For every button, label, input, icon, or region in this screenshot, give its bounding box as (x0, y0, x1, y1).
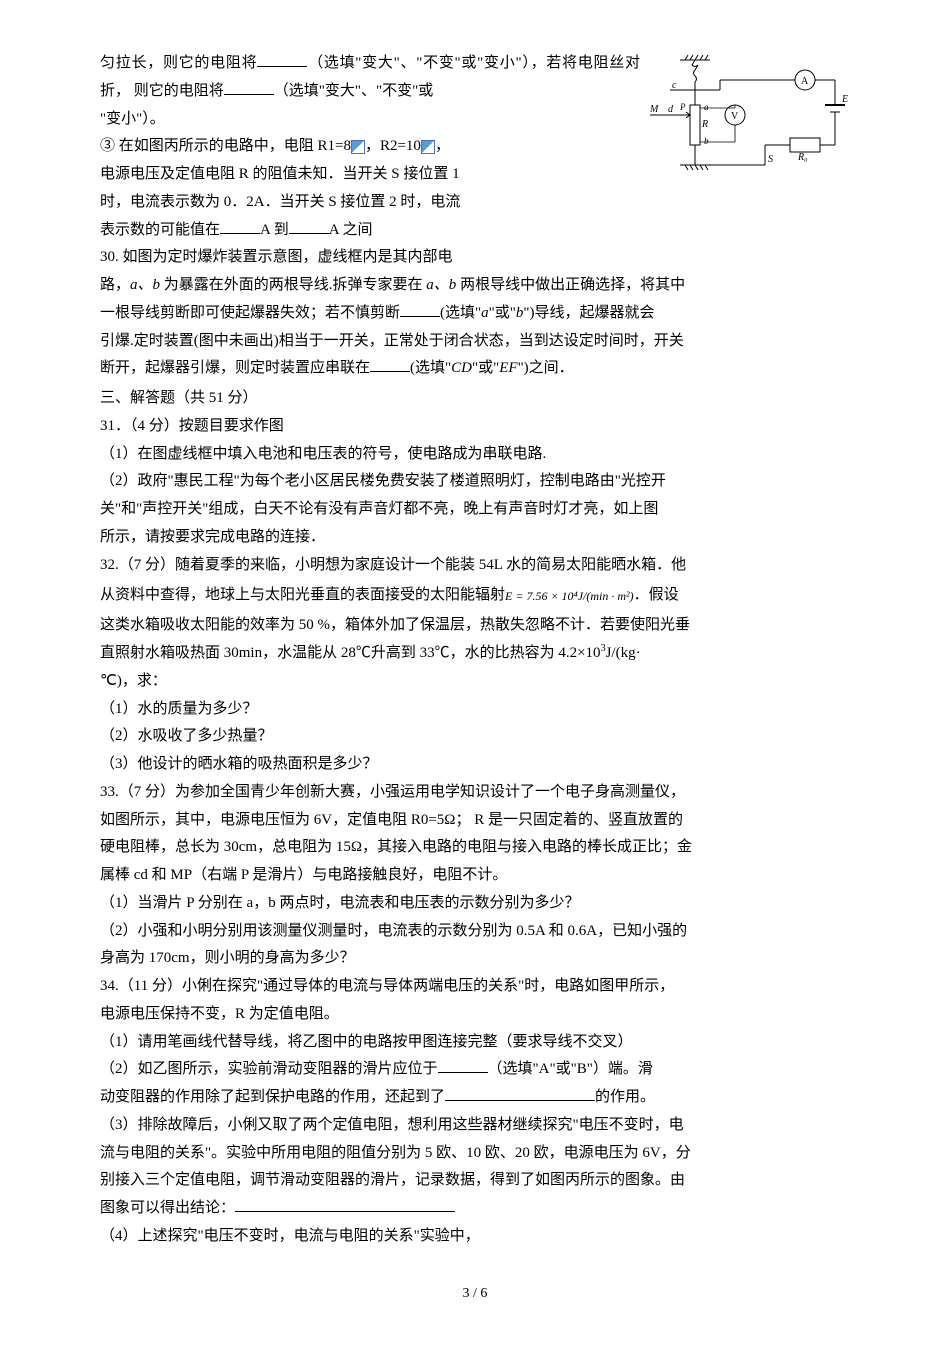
text: 路， (100, 277, 130, 293)
text: "或" (489, 305, 516, 321)
q32-line3: 这类水箱吸收太阳能的效率为 50 %，箱体外加了保温层，热散失忽略不计．若要使阳… (100, 612, 850, 640)
text-italic: CD (451, 360, 472, 376)
svg-text:M: M (650, 104, 659, 115)
text: 从资料中查得，地球上与太阳光垂直的表面接受的太阳能辐射 (100, 587, 505, 603)
text: 的作用。 (595, 1089, 655, 1105)
text: 动变阻器的作用除了起到保护电路的作用，还起到了 (100, 1089, 445, 1105)
text: (选填" (440, 305, 481, 321)
q32-p3: （3）他设计的晒水箱的吸热面积是多少？ (100, 751, 850, 779)
q34-p2: （2）如乙图所示，实验前滑动变阻器的滑片应位于 （选填"A"或"B"）端。滑 动变… (100, 1056, 850, 1112)
text: 为暴露在外面的两根导线.拆弹专家要在 (164, 277, 423, 293)
text: 表示数的可能值在 (100, 222, 220, 238)
text: "变小"）。 (100, 111, 165, 127)
text: 匀拉长，则它的电阻将 (100, 55, 257, 71)
q34-header: 34.（11 分）小俐在探究"通过导体的电流与导体两端电压的关系"时，电路如图甲… (100, 973, 850, 1001)
blank (220, 219, 260, 234)
page-number: 3 / 6 (100, 1281, 850, 1307)
text: ，R2=10 (365, 138, 421, 154)
text: 则它的电阻将 (134, 83, 224, 99)
blank (235, 1197, 455, 1212)
text-italic: a (481, 305, 489, 321)
q31-header: 31．（4 分）按题目要求作图 (100, 413, 850, 441)
text: A 之间 (329, 222, 373, 238)
text: 时，电流表示数为 0．2A．当开关 S 接位置 2 时，电流 (100, 194, 460, 210)
text: ．假设 (634, 587, 679, 603)
blank (400, 302, 440, 317)
svg-text:P: P (679, 102, 686, 112)
q32-line2: 从资料中查得，地球上与太阳光垂直的表面接受的太阳能辐射E = 7.56 × 10… (100, 579, 850, 612)
placeholder-icon (421, 140, 435, 154)
blank (257, 52, 307, 67)
q33-line2: 如图所示，其中，电源电压恒为 6V，定值电阻 R0=5Ω； R 是一只固定着的、… (100, 807, 850, 835)
text: （选填"A"或"B"）端。滑 (488, 1061, 653, 1077)
text: 两根导线中做出正确选择，将其中 (460, 277, 685, 293)
svg-text:d: d (668, 104, 674, 115)
svg-text:A: A (801, 76, 809, 87)
text: （2）小强和小明分别用该测量仪测量时，电流表的示数分别为 0.5A 和 0.6A… (100, 923, 687, 939)
placeholder-icon (351, 140, 365, 154)
text: 关"和"声控开关"组成，白天不论有没有声音灯都不亮，晚上有声音时灯才亮，如上图 (100, 501, 658, 517)
text: ③ 在如图丙所示的电路中，电阻 R1=8 (100, 138, 351, 154)
text: 身高为 170cm，则小明的身高为多少？ (100, 950, 355, 966)
text: J/(kg· (606, 645, 641, 661)
text: ")之间． (518, 360, 574, 376)
text: 图象可以得出结论： (100, 1200, 235, 1216)
q34-p3: （3）排除故障后，小俐又取了两个定值电阻，想利用这些器材继续探究"电压不变时，电… (100, 1112, 850, 1223)
text: （2）如乙图所示，实验前滑动变阻器的滑片应位于 (100, 1061, 438, 1077)
blank (438, 1058, 488, 1073)
q32-p2: （2）水吸收了多少热量？ (100, 723, 850, 751)
svg-text:c: c (672, 80, 677, 91)
text-italic: EF (499, 360, 517, 376)
svg-text:E: E (841, 94, 848, 105)
text: 电源电压及定值电阻 R 的阻值未知．当开关 S 接位置 1 (100, 166, 460, 182)
circuit-diagram: c A E R₀ S a b R M (650, 50, 850, 201)
svg-text:S: S (768, 154, 773, 165)
blank (445, 1086, 595, 1101)
q32-line4: 直照射水箱吸热面 30min，水温能从 28℃升高到 33℃，水的比热容为 4.… (100, 640, 850, 696)
text-italic: a、b (426, 277, 456, 293)
text: （2）政府"惠民工程"为每个老小区居民楼免费安装了楼道照明灯，控制电路由"光控开 (100, 473, 666, 489)
blank (370, 357, 410, 372)
q33-p2: （2）小强和小明分别用该测量仪测量时，电流表的示数分别为 0.5A 和 0.6A… (100, 918, 850, 974)
text: A 到 (260, 222, 289, 238)
blank (224, 80, 274, 95)
text: 30. 如图为定时爆炸装置示意图，虚线框内是其内部电 (100, 249, 453, 265)
text: （选填"变大"、"不变"或 (274, 83, 434, 99)
text: 一根导线剪断即可使起爆器失效；若不慎剪断 (100, 305, 400, 321)
section-3-title: 三、解答题（共 51 分） (100, 385, 850, 413)
q32-header: 32.（7 分）随着夏季的来临，小明想为家庭设计一个能装 54L 水的简易太阳能… (100, 552, 850, 580)
q31-p1: （1）在图虚线框中填入电池和电压表的符号，使电路成为串联电路. (100, 441, 850, 469)
formula: E = 7.56 × 10⁴J/(min · m²) (505, 583, 634, 609)
blank (289, 219, 329, 234)
q32-p1: （1）水的质量为多少？ (100, 696, 850, 724)
text: "或" (472, 360, 499, 376)
text: 所示，请按要求完成电路的连接． (100, 529, 325, 545)
svg-text:b: b (704, 136, 709, 146)
text: 断开，起爆器引爆，则定时装置应串联在 (100, 360, 370, 376)
svg-text:V: V (731, 111, 739, 122)
document-content: c A E R₀ S a b R M (100, 50, 850, 1306)
text: 引爆.定时装置(图中未画出)相当于一开关，正常处于闭合状态，当到达设定时间时，开… (100, 333, 684, 349)
text: ， (435, 138, 450, 154)
text: （3）排除故障后，小俐又取了两个定值电阻，想利用这些器材继续探究"电压不变时，电 (100, 1117, 684, 1133)
q30: 30. 如图为定时爆炸装置示意图，虚线框内是其内部电 路，a、b 为暴露在外面的… (100, 244, 850, 383)
text: 别接入三个定值电阻，调节滑动变阻器的滑片，记录数据，得到了如图丙所示的图象。由 (100, 1172, 685, 1188)
text: 直照射水箱吸热面 30min，水温能从 28℃升高到 33℃，水的比热容为 4.… (100, 645, 601, 661)
q33-line3: 硬电阻棒，总长为 30cm，总电阻为 15Ω，其接入电路的电阻与接入电路的棒长成… (100, 834, 850, 862)
svg-text:R: R (701, 119, 708, 130)
q31-p2: （2）政府"惠民工程"为每个老小区居民楼免费安装了楼道照明灯，控制电路由"光控开… (100, 468, 850, 551)
svg-text:a: a (704, 102, 709, 112)
text: 流与电阻的关系"。实验中所用电阻的阻值分别为 5 欧、10 欧、20 欧，电源电… (100, 1145, 691, 1161)
q34-p4: （4）上述探究"电压不变时，电流与电阻的关系"实验中， (100, 1223, 850, 1251)
text: (选填" (410, 360, 451, 376)
q34-p1: （1）请用笔画线代替导线，将乙图中的电路按甲图连接完整（要求导线不交叉） (100, 1029, 850, 1057)
q33-p1: （1）当滑片 P 分别在 a，b 两点时，电流表和电压表的示数分别为多少？ (100, 890, 850, 918)
q33-line4: 属棒 cd 和 MP（右端 P 是滑片）与电路接触良好，电阻不计。 (100, 862, 850, 890)
svg-text:R₀: R₀ (797, 152, 808, 163)
text: ")导线，起爆器就会 (523, 305, 654, 321)
q33-header: 33.（7 分）为参加全国青少年创新大赛，小强运用电学知识设计了一个电子身高测量… (100, 779, 850, 807)
q34-line2: 电源电压保持不变，R 为定值电阻。 (100, 1001, 850, 1029)
text: ℃)，求： (100, 673, 167, 689)
text-italic: a、b (130, 277, 160, 293)
